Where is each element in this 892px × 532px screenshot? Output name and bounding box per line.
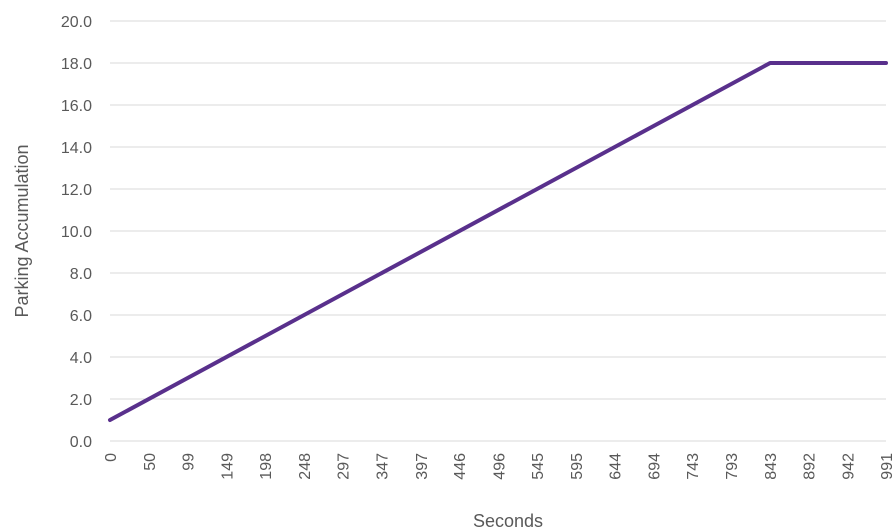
x-tick-label: 50: [142, 453, 159, 471]
x-tick-label: 793: [724, 453, 741, 480]
x-tick-label: 942: [841, 453, 858, 480]
x-tick-label: 347: [375, 453, 392, 480]
x-tick-label: 198: [258, 453, 275, 480]
x-tick-label: 991: [879, 453, 892, 480]
y-tick-label: 12.0: [61, 182, 92, 199]
y-tick-label: 18.0: [61, 56, 92, 73]
x-tick-label: 843: [763, 453, 780, 480]
y-tick-label: 6.0: [70, 308, 92, 325]
x-tick-label: 694: [646, 453, 663, 480]
y-tick-label: 10.0: [61, 224, 92, 241]
x-tick-label: 297: [336, 453, 353, 480]
y-tick-label: 20.0: [61, 14, 92, 31]
x-tick-label: 595: [569, 453, 586, 480]
x-tick-label: 743: [685, 453, 702, 480]
x-tick-label: 248: [297, 453, 314, 480]
x-tick-label: 99: [181, 453, 198, 471]
x-axis-ticks: 0 50 99 149 198 248 297 347 397 446 496 545 595 644 69…: [103, 453, 892, 480]
y-tick-label: 8.0: [70, 266, 92, 283]
x-tick-label: 545: [530, 453, 547, 480]
x-axis-title: Seconds: [473, 511, 543, 531]
y-tick-label: 14.0: [61, 140, 92, 157]
x-tick-label: 892: [801, 453, 818, 480]
x-tick-label: 149: [220, 453, 237, 480]
series-line-0: [108, 61, 888, 422]
x-tick-label: 496: [491, 453, 508, 480]
x-tick-label: 397: [414, 453, 431, 480]
y-axis-ticks: 0.0 2.0 4.0 6.0 8.0 10.0 12.0 14.0 16.0 18.0 20.0: [61, 14, 92, 451]
y-tick-label: 0.0: [70, 434, 92, 451]
x-tick-label: 0: [103, 453, 120, 462]
y-tick-label: 4.0: [70, 350, 92, 367]
x-tick-label: 644: [607, 453, 624, 480]
gridlines: [110, 20, 886, 442]
series-layer: [108, 61, 888, 422]
y-axis-title: Parking Accumulation: [12, 144, 32, 317]
y-tick-label: 16.0: [61, 98, 92, 115]
x-tick-label: 446: [452, 453, 469, 480]
y-tick-label: 2.0: [70, 392, 92, 409]
